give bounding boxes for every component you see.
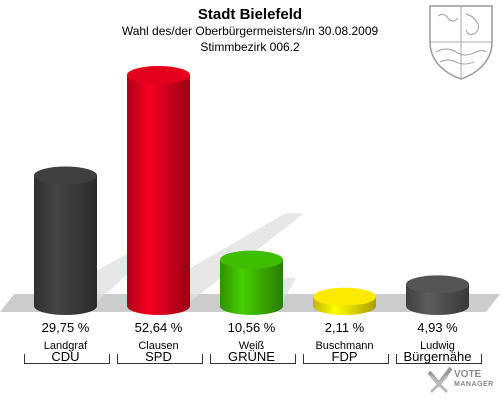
party-label-fdp: FDP	[331, 349, 358, 364]
category-bracket	[209, 354, 296, 364]
candidate-label-cdu: Landgraf	[43, 340, 88, 352]
category-bracket	[395, 354, 482, 364]
chart-title: Stadt Bielefeld	[197, 6, 303, 23]
bar-gr-ne	[220, 250, 283, 315]
coat-of-arms-icon	[429, 5, 493, 80]
party-label-b-rgern-he: Bürgernähe	[403, 349, 472, 364]
bar-b-rgern-he	[406, 275, 469, 315]
candidate-label-gr-ne: Weiß	[238, 340, 265, 352]
category-bracket	[116, 354, 203, 364]
candidate-label-fdp: Buschmann	[315, 340, 374, 352]
category-bracket	[23, 354, 110, 364]
bar-spd	[127, 66, 190, 315]
party-label-spd: SPD	[145, 349, 172, 364]
value-label-b-rgern-he: 4,93 %	[417, 320, 458, 335]
candidate-label-spd: Clausen	[138, 340, 179, 352]
chart-subtitle-district: Stimmbezirk 006.2	[200, 40, 300, 54]
bar-cdu	[34, 166, 98, 315]
party-label-cdu: CDU	[51, 349, 80, 364]
chart-subtitle-election: Wahl des/der Oberbürgermeisters/in 30.08…	[121, 24, 379, 38]
category-bracket	[302, 354, 389, 364]
vote-manager-logo-text: VOTE MANAGER	[454, 370, 494, 390]
vote-manager-logo-icon	[427, 366, 453, 394]
party-label-gr-ne: GRÜNE	[228, 349, 275, 364]
logo-line2: MANAGER	[454, 381, 494, 388]
value-label-gr-ne: 10,56 %	[227, 320, 276, 335]
value-label-fdp: 2,11 %	[324, 320, 365, 335]
candidate-label-b-rgern-he: Ludwig	[420, 340, 455, 352]
bar-fdp	[313, 287, 376, 315]
value-label-cdu: 29,75 %	[41, 320, 90, 335]
logo-line1: VOTE	[454, 369, 482, 380]
value-label-spd: 52,64 %	[134, 320, 183, 335]
